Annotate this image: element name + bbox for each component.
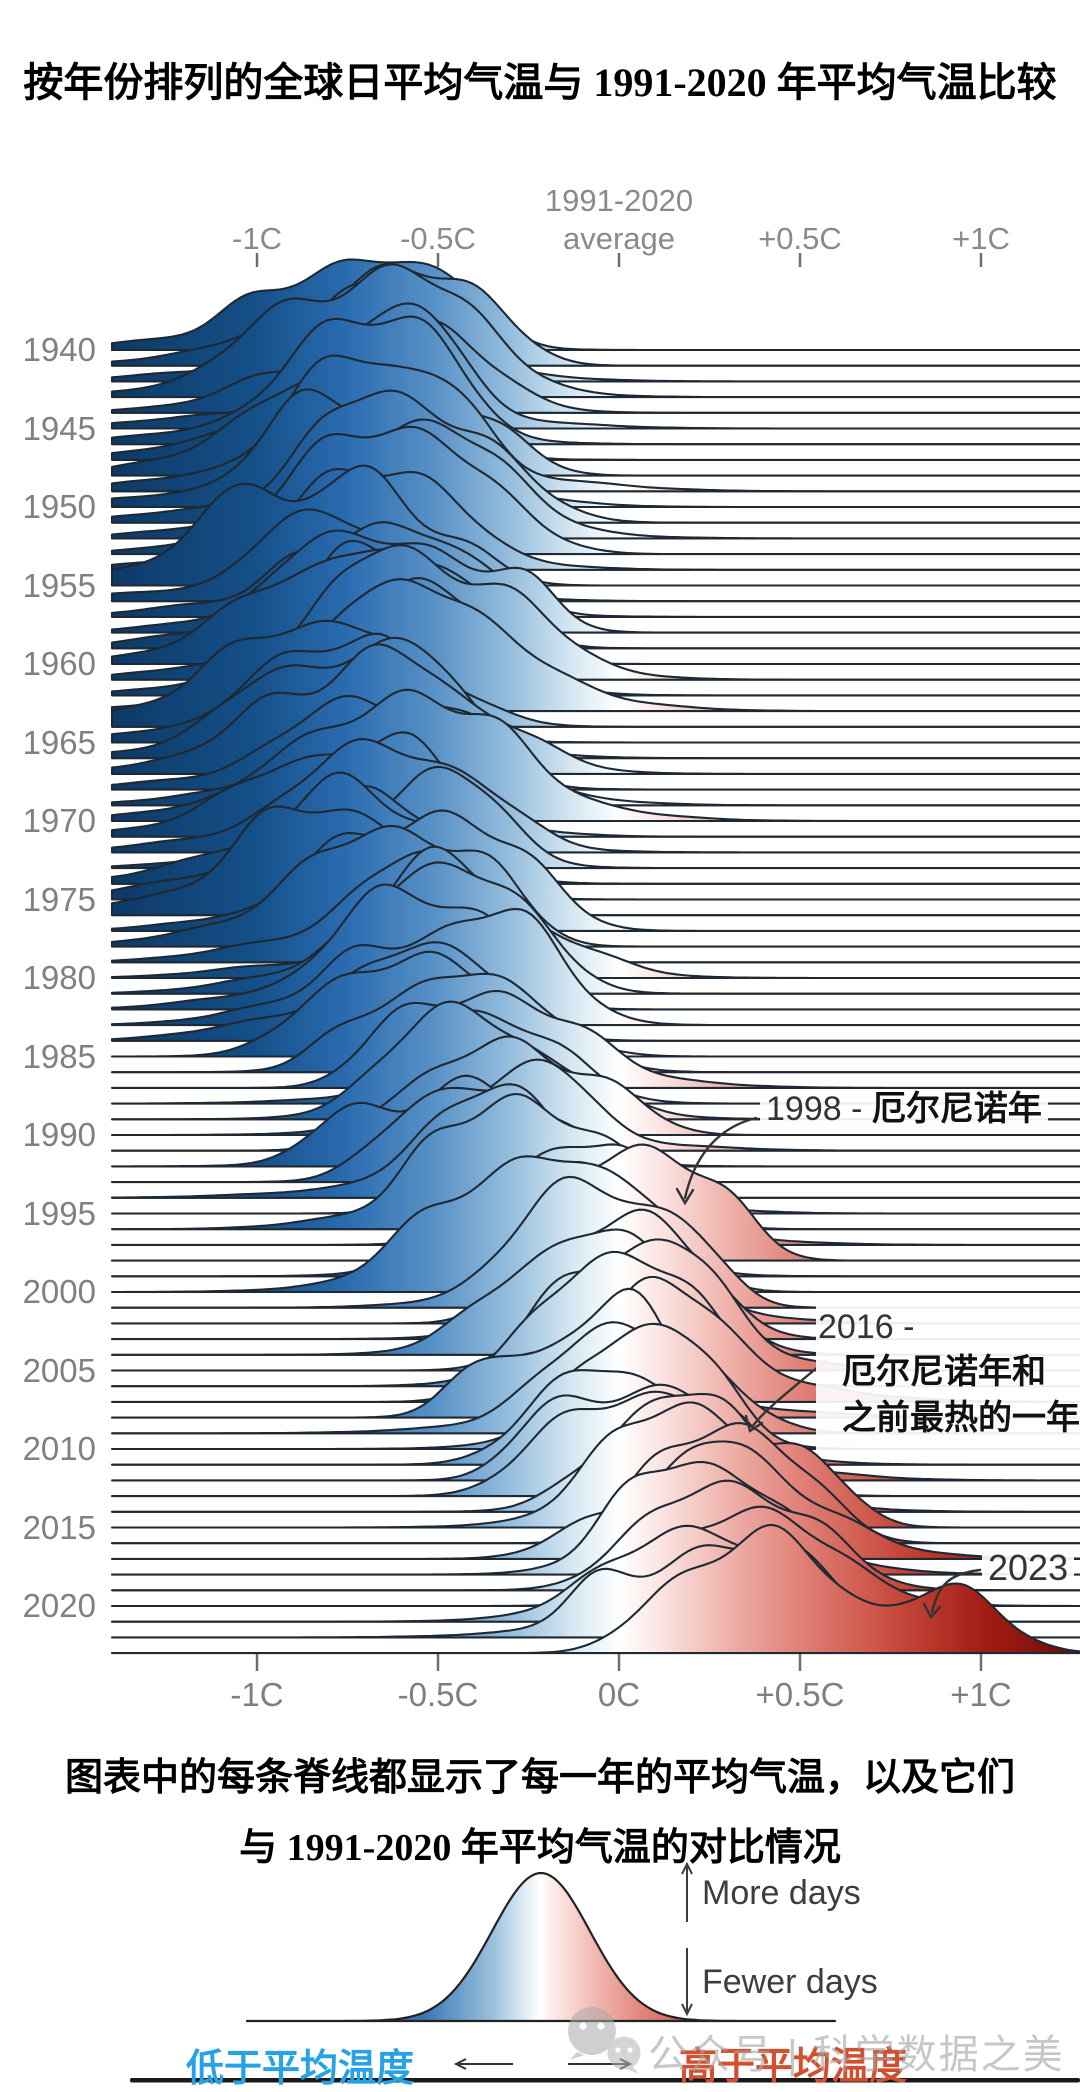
annotation-1998-year: 1998 -: [766, 1090, 872, 1128]
legend-distribution-curve: [245, 1872, 837, 2023]
year-axis-label-1970: 1970: [22, 802, 96, 839]
top-axis-label: -0.5C: [400, 221, 476, 256]
year-axis-label-1980: 1980: [22, 959, 96, 996]
legend-more-days-arrow-head: [681, 1861, 693, 1875]
year-axis-label-1975: 1975: [22, 880, 96, 918]
top-axis-label: +1C: [952, 221, 1010, 256]
legend-above-average-label: 高于平均温度: [678, 2046, 908, 2088]
arrow-1998: [683, 1116, 758, 1200]
watermark-text: 公众号 | 科学数据之美: [648, 2033, 1065, 2077]
caption-line-2: 与 1991-2020 年平均气温的对比情况: [239, 1827, 841, 1869]
bottom-axis-label: 0C: [597, 1676, 641, 1713]
year-axis-label-1950: 1950: [22, 488, 96, 525]
annotation-2016-year: 2016 -: [818, 1308, 915, 1346]
annotation-2016-label-line2: 之前最热的一年: [842, 1400, 1080, 1437]
legend-below-average-label: 低于平均温度: [185, 2048, 415, 2090]
bottom-axis-label: -1C: [230, 1676, 284, 1713]
year-axis-label-1955: 1955: [22, 566, 96, 604]
ridge-year-1990: [110, 1035, 1080, 1137]
top-axis-label-average-line1: 1991-2020: [544, 183, 694, 218]
year-axis-label-2005: 2005: [22, 1351, 96, 1389]
ridge-year-2023: [110, 1524, 1080, 1655]
year-axis-label-2010: 2010: [22, 1430, 96, 1467]
year-axis-label-1960: 1960: [22, 645, 96, 682]
arrow-2023-head: [922, 1602, 942, 1620]
ridge-year-2015: [110, 1401, 1080, 1529]
annotation-1998-label: 厄尔尼诺年: [871, 1091, 1042, 1128]
year-axis-label-1990: 1990: [22, 1116, 96, 1153]
wechat-icon: [568, 2007, 641, 2074]
top-axis-label: +0.5C: [758, 221, 842, 256]
legend-fewer-days-arrow-head: [681, 2003, 693, 2017]
bottom-axis-label: +0.5C: [755, 1676, 845, 1713]
legend-more-days-label: More days: [702, 1874, 861, 1912]
annotation-2023: 2023: [982, 1547, 1075, 1588]
top-axis-label: -1C: [232, 221, 282, 256]
year-axis-label-1940: 1940: [22, 331, 96, 368]
annotation-1998: 1998 - 厄尔尼诺年: [760, 1090, 1048, 1129]
bottom-divider: [130, 2078, 1080, 2083]
year-axis-label-1945: 1945: [22, 409, 96, 447]
year-axis-label-2020: 2020: [22, 1587, 96, 1624]
arrow-2016-head: [744, 1414, 764, 1433]
annotation-2016: 2016 - 厄尔尼诺年和 之前最热的一年: [816, 1300, 1080, 1450]
year-axis-label-1985: 1985: [22, 1037, 96, 1075]
caption-line-1: 图表中的每条脊线都显示了每一年的平均气温，以及它们: [64, 1757, 1016, 1799]
bottom-axis-label: -0.5C: [397, 1676, 479, 1713]
legend-below-arrow-head: [453, 2058, 467, 2070]
page-title: 按年份排列的全球日平均气温与 1991-2020 年平均气温比较: [23, 60, 1057, 105]
ridge-year-2013: [110, 1390, 1080, 1498]
year-axis-label-2000: 2000: [22, 1273, 96, 1310]
ridge-year-2018: [110, 1460, 1080, 1576]
bottom-axis-label: +1C: [950, 1676, 1012, 1713]
annotation-2023-label: 2023: [988, 1547, 1069, 1588]
arrow-1998-head: [675, 1187, 695, 1206]
year-axis-label-1965: 1965: [22, 723, 96, 761]
legend-fewer-days-label: Fewer days: [702, 1963, 878, 2001]
annotation-2016-label-line1: 厄尔尼诺年和: [842, 1354, 1046, 1391]
arrow-2023: [930, 1568, 982, 1614]
year-axis-label-1995: 1995: [22, 1194, 96, 1232]
year-axis-label-2015: 2015: [22, 1508, 96, 1546]
ridge-year-1987: [110, 989, 1080, 1089]
top-axis-label-average-line2: average: [562, 221, 676, 256]
